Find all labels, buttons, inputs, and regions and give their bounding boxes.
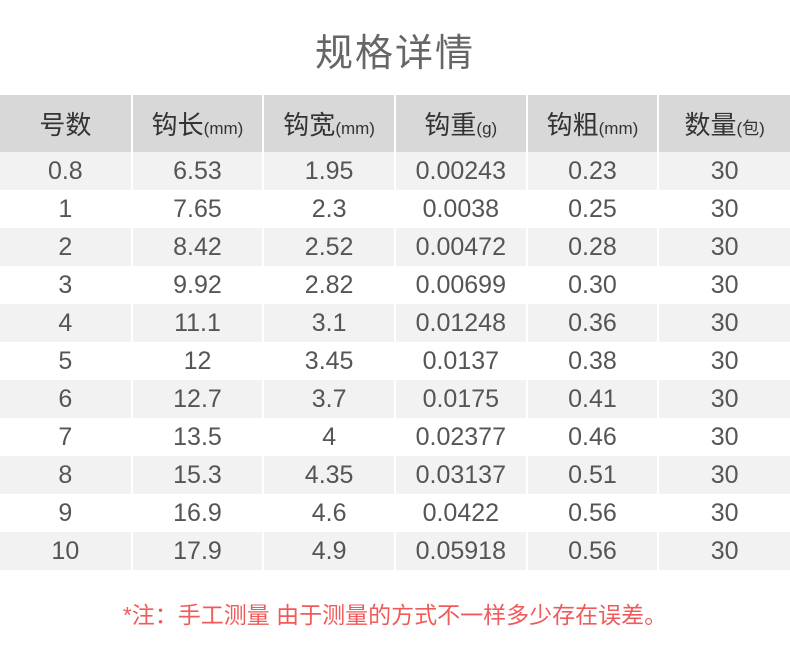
cell: 0.8 (0, 152, 132, 190)
page-title: 规格详情 (0, 0, 790, 95)
cell: 30 (658, 304, 790, 342)
col-header-length: 钩长(mm) (132, 95, 264, 152)
cell: 30 (658, 418, 790, 456)
col-header-weight: 钩重(g) (395, 95, 527, 152)
footnote: *注：手工测量 由于测量的方式不一样多少存在误差。 (0, 570, 790, 656)
cell: 0.25 (527, 190, 659, 228)
table-row: 2 8.42 2.52 0.00472 0.28 30 (0, 228, 790, 266)
cell: 3.1 (263, 304, 395, 342)
cell: 30 (658, 494, 790, 532)
cell: 17.9 (132, 532, 264, 570)
cell: 4 (263, 418, 395, 456)
cell: 7.65 (132, 190, 264, 228)
table-row: 5 12 3.45 0.0137 0.38 30 (0, 342, 790, 380)
cell: 30 (658, 190, 790, 228)
col-header-size: 号数 (0, 95, 132, 152)
cell: 4 (0, 304, 132, 342)
cell: 0.05918 (395, 532, 527, 570)
cell: 30 (658, 380, 790, 418)
cell: 2.3 (263, 190, 395, 228)
cell: 0.56 (527, 494, 659, 532)
cell: 0.56 (527, 532, 659, 570)
cell: 3.45 (263, 342, 395, 380)
table-row: 8 15.3 4.35 0.03137 0.51 30 (0, 456, 790, 494)
cell: 0.03137 (395, 456, 527, 494)
table-row: 1 7.65 2.3 0.0038 0.25 30 (0, 190, 790, 228)
table-row: 7 13.5 4 0.02377 0.46 30 (0, 418, 790, 456)
cell: 6.53 (132, 152, 264, 190)
cell: 11.1 (132, 304, 264, 342)
table-row: 4 11.1 3.1 0.01248 0.36 30 (0, 304, 790, 342)
cell: 3 (0, 266, 132, 304)
cell: 30 (658, 266, 790, 304)
cell: 30 (658, 342, 790, 380)
cell: 4.9 (263, 532, 395, 570)
cell: 0.01248 (395, 304, 527, 342)
cell: 0.23 (527, 152, 659, 190)
cell: 0.36 (527, 304, 659, 342)
cell: 3.7 (263, 380, 395, 418)
col-header-thick: 钩粗(mm) (527, 95, 659, 152)
col-header-qty: 数量(包) (658, 95, 790, 152)
table-row: 10 17.9 4.9 0.05918 0.56 30 (0, 532, 790, 570)
cell: 12 (132, 342, 264, 380)
cell: 0.51 (527, 456, 659, 494)
cell: 30 (658, 456, 790, 494)
cell: 0.30 (527, 266, 659, 304)
cell: 1 (0, 190, 132, 228)
cell: 30 (658, 532, 790, 570)
cell: 13.5 (132, 418, 264, 456)
col-header-width: 钩宽(mm) (263, 95, 395, 152)
table-body: 0.8 6.53 1.95 0.00243 0.23 30 1 7.65 2.3… (0, 152, 790, 570)
cell: 2.52 (263, 228, 395, 266)
cell: 0.00243 (395, 152, 527, 190)
cell: 0.0422 (395, 494, 527, 532)
cell: 30 (658, 152, 790, 190)
cell: 5 (0, 342, 132, 380)
cell: 7 (0, 418, 132, 456)
spec-table: 号数 钩长(mm) 钩宽(mm) 钩重(g) 钩粗(mm) 数量(包) 0.8 … (0, 95, 790, 570)
cell: 0.28 (527, 228, 659, 266)
cell: 2.82 (263, 266, 395, 304)
cell: 16.9 (132, 494, 264, 532)
table-row: 6 12.7 3.7 0.0175 0.41 30 (0, 380, 790, 418)
cell: 0.0038 (395, 190, 527, 228)
cell: 12.7 (132, 380, 264, 418)
cell: 4.6 (263, 494, 395, 532)
cell: 0.0175 (395, 380, 527, 418)
cell: 6 (0, 380, 132, 418)
cell: 8.42 (132, 228, 264, 266)
table-row: 9 16.9 4.6 0.0422 0.56 30 (0, 494, 790, 532)
cell: 0.0137 (395, 342, 527, 380)
cell: 30 (658, 228, 790, 266)
table-header-row: 号数 钩长(mm) 钩宽(mm) 钩重(g) 钩粗(mm) 数量(包) (0, 95, 790, 152)
cell: 9.92 (132, 266, 264, 304)
cell: 0.02377 (395, 418, 527, 456)
table-row: 3 9.92 2.82 0.00699 0.30 30 (0, 266, 790, 304)
cell: 9 (0, 494, 132, 532)
cell: 0.41 (527, 380, 659, 418)
cell: 1.95 (263, 152, 395, 190)
cell: 8 (0, 456, 132, 494)
table-row: 0.8 6.53 1.95 0.00243 0.23 30 (0, 152, 790, 190)
cell: 10 (0, 532, 132, 570)
cell: 0.00699 (395, 266, 527, 304)
cell: 2 (0, 228, 132, 266)
cell: 15.3 (132, 456, 264, 494)
cell: 4.35 (263, 456, 395, 494)
cell: 0.38 (527, 342, 659, 380)
cell: 0.46 (527, 418, 659, 456)
cell: 0.00472 (395, 228, 527, 266)
